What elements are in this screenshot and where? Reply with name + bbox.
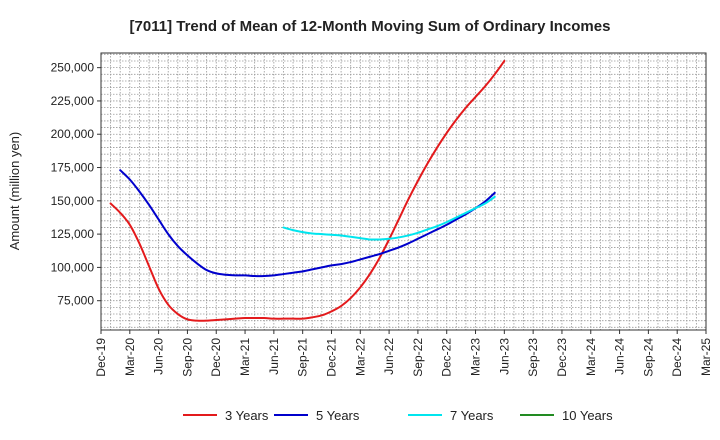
x-tick-label: Sep-20 xyxy=(180,338,194,377)
x-tick-label: Jun-24 xyxy=(613,338,627,375)
plot-frame xyxy=(100,52,707,331)
x-tick-label: Jun-20 xyxy=(152,338,166,375)
y-tick-label: 225,000 xyxy=(51,94,95,108)
x-tick-label: Dec-23 xyxy=(555,338,569,377)
x-tick-label: Mar-20 xyxy=(123,338,137,376)
legend-label-3-years: 3 Years xyxy=(225,408,269,423)
x-tick-label: Dec-24 xyxy=(670,338,684,377)
grid xyxy=(101,53,706,330)
x-tick-label: Jun-22 xyxy=(382,338,396,375)
x-tick-label: Mar-23 xyxy=(469,338,483,376)
x-tick-label: Mar-25 xyxy=(699,338,713,376)
x-tick-label: Jun-23 xyxy=(497,338,511,375)
x-tick-label: Sep-24 xyxy=(641,338,655,377)
y-tick-label: 125,000 xyxy=(51,227,95,241)
y-tick-label: 200,000 xyxy=(51,127,95,141)
legend-label-5-years: 5 Years xyxy=(316,408,360,423)
x-tick-label: Mar-24 xyxy=(584,338,598,376)
x-tick-label: Dec-22 xyxy=(440,338,454,377)
x-tick-label: Mar-22 xyxy=(353,338,367,376)
y-axis-ticks: 75,000 100,000 125,000 150,000 175,000 200,00… xyxy=(51,61,101,308)
y-tick-label: 75,000 xyxy=(57,294,94,308)
x-tick-label: Dec-19 xyxy=(94,338,108,377)
series-layer xyxy=(109,59,506,322)
legend-label-10-years: 10 Years xyxy=(562,408,613,423)
y-tick-label: 250,000 xyxy=(51,61,95,75)
x-axis-ticks: Dec-19 Mar-20 Jun-20 Sep-20 Dec-20 Mar-21 Jun-… xyxy=(94,330,713,377)
x-tick-label: Sep-22 xyxy=(411,338,425,377)
series-line-5-years xyxy=(119,169,496,278)
x-tick-label: Sep-23 xyxy=(526,338,540,377)
legend: 3 Years 5 Years 7 Years 10 Years xyxy=(183,408,613,423)
y-tick-label: 100,000 xyxy=(51,260,95,274)
y-axis-label: Amount (million yen) xyxy=(7,132,22,251)
chart-title: [7011] Trend of Mean of 12-Month Moving … xyxy=(130,18,611,35)
x-tick-label: Sep-21 xyxy=(296,338,310,377)
x-tick-label: Dec-20 xyxy=(209,338,223,377)
legend-label-7-years: 7 Years xyxy=(450,408,494,423)
x-tick-label: Mar-21 xyxy=(238,338,252,376)
x-tick-label: Jun-21 xyxy=(267,338,281,375)
series-line-3-years xyxy=(109,59,506,322)
x-tick-label: Dec-21 xyxy=(324,338,338,377)
y-tick-label: 175,000 xyxy=(51,161,95,175)
y-tick-label: 150,000 xyxy=(51,194,95,208)
series-line-7-years xyxy=(282,195,496,241)
